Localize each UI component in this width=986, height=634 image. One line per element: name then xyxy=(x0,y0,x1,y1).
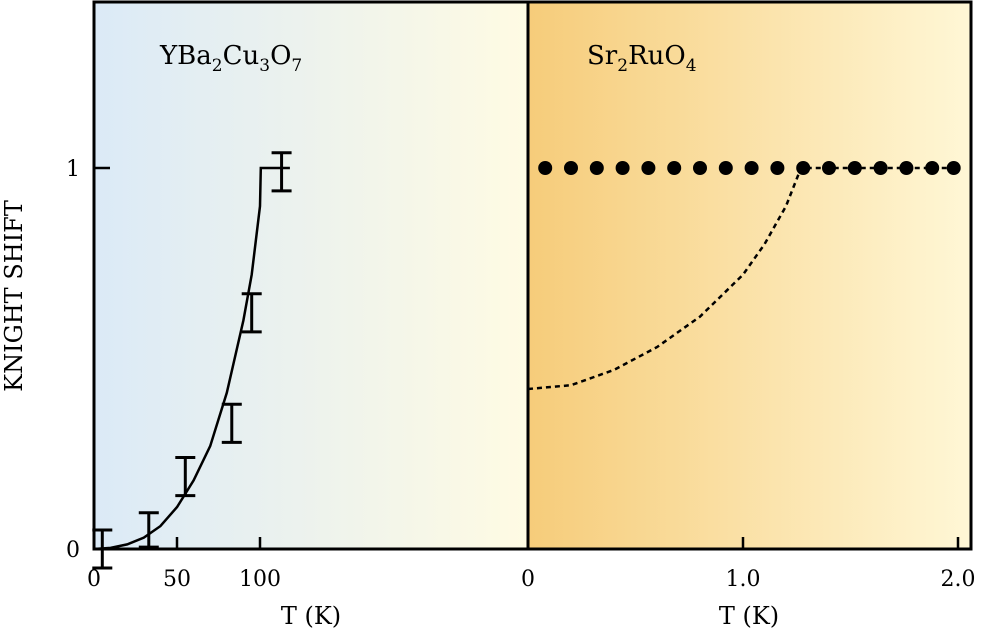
axis-ticks: 0 1 0 50 100 0 1.0 2.0 xyxy=(66,157,976,592)
right-x-axis-title: T (K) xyxy=(719,602,779,630)
data-dot xyxy=(641,161,656,175)
data-dot xyxy=(873,161,888,175)
right-panel-marks xyxy=(527,161,961,391)
data-dot xyxy=(946,161,961,175)
error-bar-point xyxy=(138,511,159,549)
data-dot xyxy=(847,161,862,175)
y-axis-title: KNIGHT SHIFT xyxy=(0,200,28,392)
data-dot xyxy=(744,161,759,175)
left-x-tick-label: 0 xyxy=(87,567,101,592)
data-dot xyxy=(693,161,707,175)
error-bar-point xyxy=(221,402,242,444)
y-tick-label: 0 xyxy=(66,538,80,563)
data-dot xyxy=(718,161,733,175)
right-panel-frame xyxy=(526,0,973,551)
left-x-tick-label: 50 xyxy=(163,567,191,592)
data-dot xyxy=(667,161,682,175)
right-panel-background xyxy=(528,2,971,549)
data-dot xyxy=(796,161,811,175)
left-x-tick-label: 100 xyxy=(239,567,281,592)
data-dot xyxy=(564,161,578,175)
fit-curve-line xyxy=(93,166,290,551)
right-x-tick-label: 1.0 xyxy=(726,567,761,592)
data-dot xyxy=(925,161,940,175)
data-dot xyxy=(770,161,785,175)
data-dot xyxy=(589,161,604,175)
error-bar-point xyxy=(175,456,196,498)
right-x-tick-label: 0 xyxy=(521,567,535,592)
error-bar-point xyxy=(241,292,262,334)
data-dot xyxy=(822,161,836,175)
right-x-tick-label: 2.0 xyxy=(941,567,976,592)
dashed-curve-line xyxy=(527,166,958,391)
data-dot xyxy=(615,161,630,175)
y-tick-label: 1 xyxy=(66,157,80,182)
left-panel-marks xyxy=(92,151,292,570)
left-panel-background xyxy=(94,2,528,549)
left-panel-title: YBa2Cu3O7 xyxy=(159,41,302,76)
error-bar-point xyxy=(271,151,292,193)
data-dot xyxy=(538,161,553,175)
left-x-axis-title: T (K) xyxy=(281,602,341,630)
data-dot xyxy=(899,161,914,175)
right-panel-title: Sr2RuO4 xyxy=(587,41,697,76)
